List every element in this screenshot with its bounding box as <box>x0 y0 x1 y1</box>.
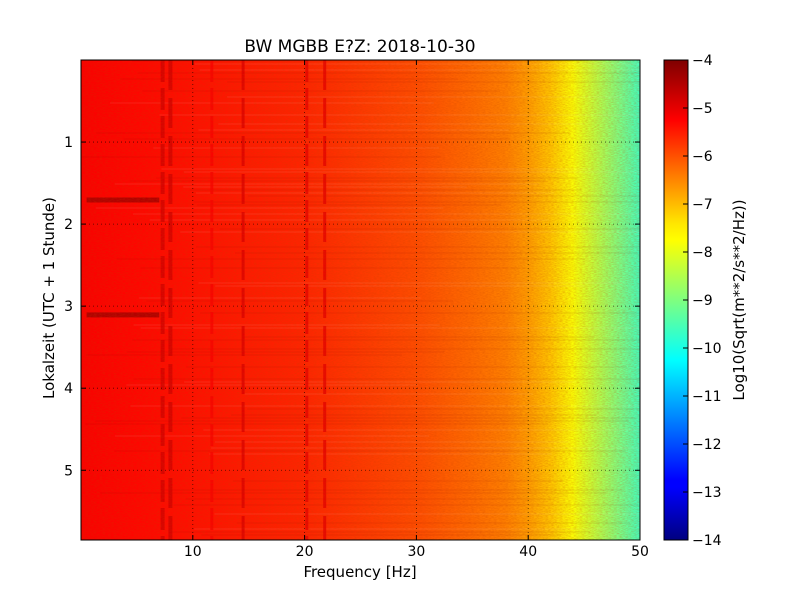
plot-frame <box>80 59 641 541</box>
y-tick-label: 2 <box>64 217 73 233</box>
colorbar-tick-label: −6 <box>692 149 713 165</box>
colorbar-tick-label: −13 <box>692 485 722 501</box>
spectrogram-plot-area <box>81 60 640 540</box>
x-tick-label: 50 <box>631 544 649 560</box>
y-tick-label: 5 <box>64 463 73 479</box>
colorbar-tick-label: −9 <box>692 293 713 309</box>
y-axis-ticks: 1 2 3 4 5 <box>64 135 640 479</box>
y-tick-label: 1 <box>64 135 73 151</box>
y-tick-label: 4 <box>64 381 73 397</box>
colorbar-tick-label: −14 <box>692 533 722 549</box>
x-axis-ticks: 10 20 30 40 50 <box>184 60 649 560</box>
colorbar-tick-label: −8 <box>692 245 713 261</box>
colorbar-tick-label: −7 <box>692 197 713 213</box>
x-axis-label: Frequency [Hz] <box>303 563 416 581</box>
y-axis-label: Lokalzeit (UTC + 1 Stunde) <box>40 197 58 399</box>
colorbar-tick-label: −11 <box>692 389 722 405</box>
x-tick-label: 10 <box>184 544 202 560</box>
x-tick-label: 20 <box>296 544 314 560</box>
x-tick-label: 30 <box>407 544 425 560</box>
chart-title: BW MGBB E?Z: 2018-10-30 <box>244 37 475 57</box>
colorbar-tick-label: −10 <box>692 341 722 357</box>
colorbar-tick-label: −4 <box>692 53 713 69</box>
colorbar-label: Log10(Sqrt(m**2/s**2/Hz)) <box>730 199 748 400</box>
y-tick-label: 3 <box>64 299 73 315</box>
colorbar-ticks: −4 −5 −6 −7 −8 −9 −10 −11 −12 −13 −14 <box>683 53 722 549</box>
spectrogram-texture <box>81 60 640 540</box>
colorbar-tick-label: −12 <box>692 437 722 453</box>
x-tick-label: 40 <box>519 544 537 560</box>
colorbar-tick-label: −5 <box>692 101 713 117</box>
grid-lines <box>81 60 640 540</box>
